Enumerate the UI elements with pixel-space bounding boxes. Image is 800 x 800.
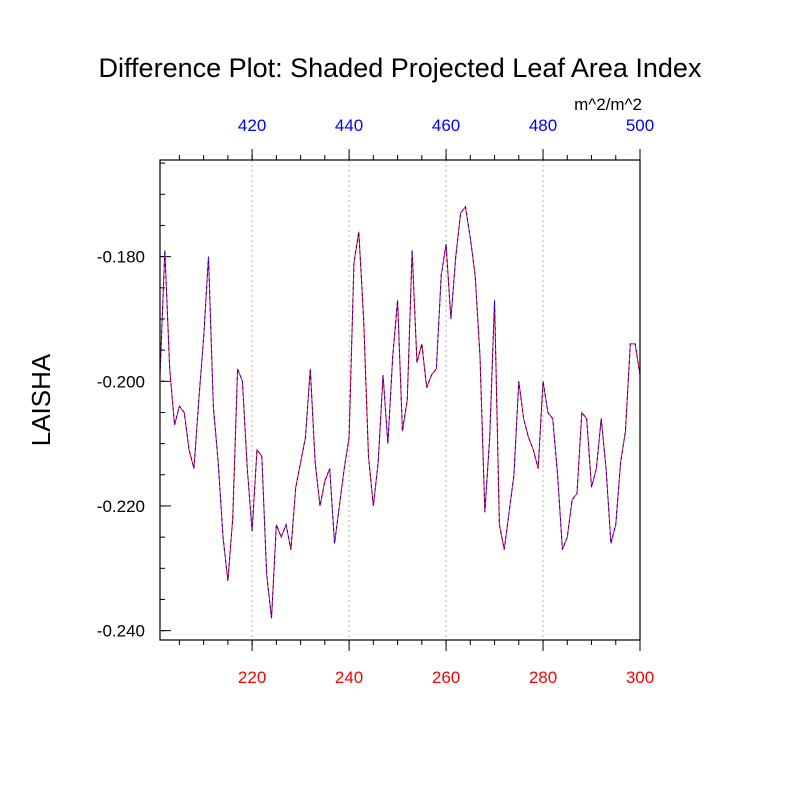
units-label: m^2/m^2 bbox=[574, 95, 642, 114]
x-bottom-tick-label: 300 bbox=[626, 668, 654, 687]
series-lines bbox=[159, 205, 641, 619]
x-bottom-tick-label: 220 bbox=[238, 668, 266, 687]
x-top-tick-label: 500 bbox=[626, 116, 654, 135]
grid-lines bbox=[251, 160, 544, 640]
series-line-blue bbox=[159, 205, 641, 619]
x-top-tick-label: 420 bbox=[238, 116, 266, 135]
x-bottom-tick-label: 260 bbox=[432, 668, 460, 687]
y-axis-label: LAISHA bbox=[26, 353, 56, 446]
y-tick-label: -0.220 bbox=[97, 497, 145, 516]
x-bottom-tick-label: 280 bbox=[529, 668, 557, 687]
y-tick-label: -0.240 bbox=[97, 622, 145, 641]
y-tick-label: -0.200 bbox=[97, 372, 145, 391]
tick-labels: 220 240 260 280 300 420 440 460 480 500 -0.180 -0.2… bbox=[97, 116, 654, 687]
chart-title: Difference Plot: Shaded Projected Leaf A… bbox=[99, 53, 702, 83]
plot-frame bbox=[159, 159, 641, 641]
x-top-tick-label: 440 bbox=[335, 116, 363, 135]
series-line-red bbox=[159, 205, 641, 619]
y-tick-label: -0.180 bbox=[97, 248, 145, 267]
x-top-tick-label: 480 bbox=[529, 116, 557, 135]
axis-ticks bbox=[160, 149, 641, 651]
x-top-tick-label: 460 bbox=[432, 116, 460, 135]
x-bottom-tick-label: 240 bbox=[335, 668, 363, 687]
